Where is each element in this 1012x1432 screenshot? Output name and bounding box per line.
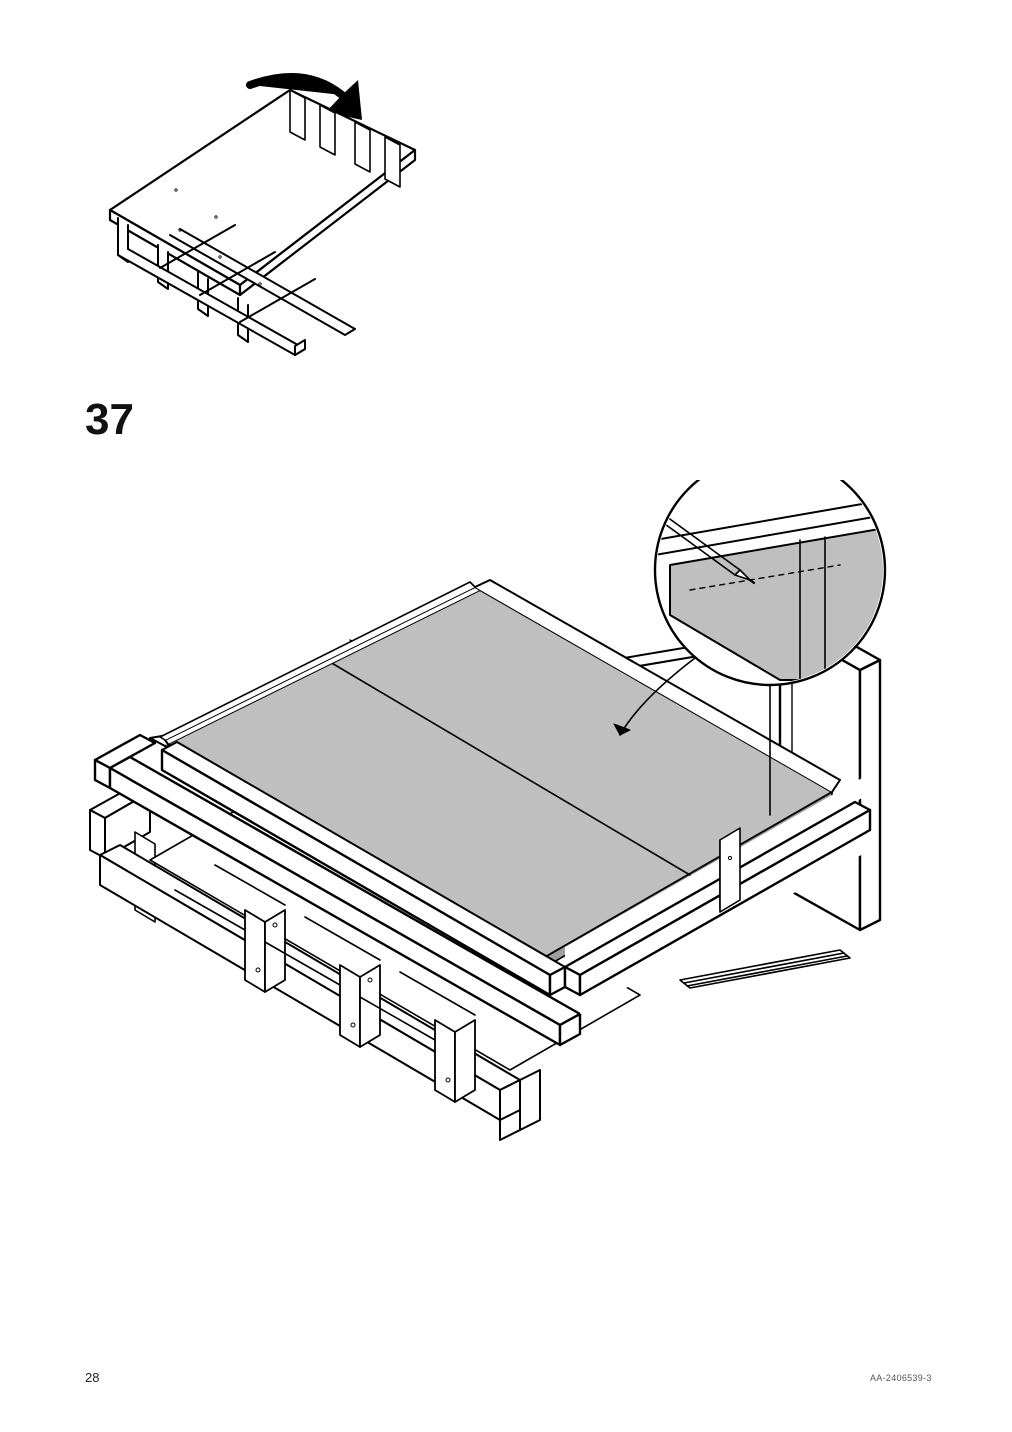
step-number: 37 <box>85 395 134 445</box>
main-illustration <box>80 480 920 1200</box>
top-illustration <box>80 50 440 370</box>
page: 37 <box>0 0 1012 1432</box>
page-number: 28 <box>85 1370 99 1385</box>
document-id: AA-2406539-3 <box>870 1373 932 1383</box>
